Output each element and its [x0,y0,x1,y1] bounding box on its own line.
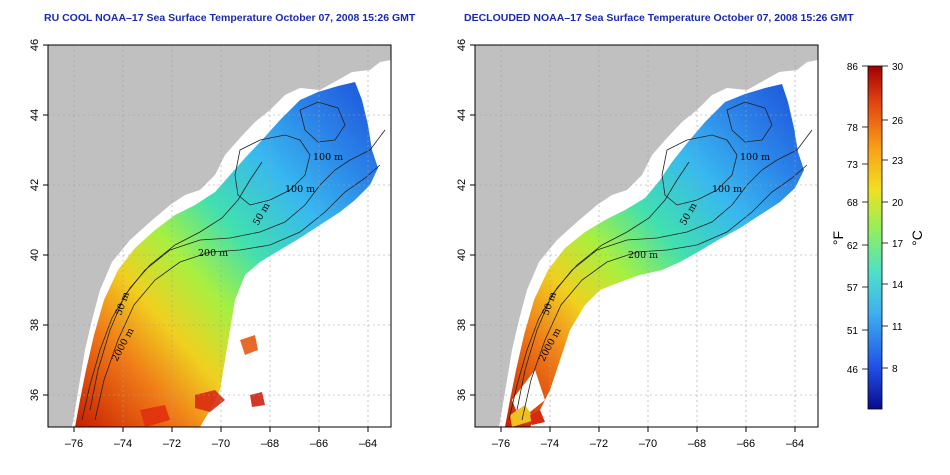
bathymetry-contours [508,101,813,421]
sst-field [505,84,804,427]
x-tick-label: –76 [492,438,510,450]
warm-patch [195,390,225,412]
y-tick-label: 42 [29,179,41,191]
warm-patch [240,335,258,355]
y-tick-label: 38 [456,319,468,331]
celsius-ticks: 30 26 23 20 17 14 11 8 [892,62,904,375]
y-tick-label: 44 [29,109,41,121]
right-y-axis-labels: 36 38 40 42 44 46 [456,39,468,401]
y-tick-label: 36 [456,389,468,401]
contour-label: 100 m [740,152,770,163]
x-tick-label: –68 [261,438,279,450]
colorbar-c-tick: 11 [892,322,903,333]
x-tick-label: –74 [541,438,559,450]
left-y-axis-labels: 36 38 40 42 44 46 [29,39,41,401]
warm-patch [140,405,170,427]
colorbar-c-tick: 8 [892,364,898,375]
x-tick-label: –72 [590,438,608,450]
colorbar-f-tick: 68 [847,198,859,209]
left-map-frame [47,44,392,428]
y-tick-label: 40 [29,249,41,261]
y-tick-label: 44 [456,109,468,121]
colorbar-f-tick: 51 [847,326,859,337]
x-tick-label: –68 [688,438,706,450]
colorbar-f-tick: 86 [847,62,859,73]
colorbar-f-tick: 73 [847,160,859,171]
colorbar: 86 78 73 68 62 57 51 46 30 26 23 20 17 1… [830,62,925,410]
right-panel-title: DECLOUDED NOAA–17 Sea Surface Temperatur… [464,12,854,24]
fahrenheit-ticks: 86 78 73 68 62 57 51 46 [847,62,859,376]
x-tick-label: –74 [114,438,132,450]
contour-label: 100 m [285,184,315,195]
sst-field [75,82,378,427]
land-mass [48,45,391,427]
nodata-gap [512,370,545,420]
x-tick-label: –66 [310,438,328,450]
contour-label: 100 m [313,152,343,163]
left-x-axis-labels: –76 –74 –72 –70 –68 –66 –64 [65,438,377,450]
land-mass [475,45,818,427]
y-tick-label: 46 [29,39,41,51]
colorbar-c-tick: 20 [892,198,904,209]
colorbar-f-tick: 57 [847,283,859,294]
right-map-panel: 100 m 100 m 50 m 200 m 50 m 2000 m [456,39,819,450]
y-tick-label: 46 [456,39,468,51]
x-tick-label: –64 [359,438,377,450]
colorbar-c-tick: 23 [892,156,904,167]
warm-patch [250,392,265,407]
colorbar-c-tick: 30 [892,62,904,73]
left-map-panel: 100 m 100 m 50 m 200 m 50 m 2000 m [29,39,392,450]
colorbar-c-tick: 14 [892,280,904,291]
x-tick-label: –70 [639,438,657,450]
colorbar-f-tick: 46 [847,365,859,376]
x-tick-label: –66 [737,438,755,450]
lat-lon-grid [475,45,818,427]
right-x-axis-labels: –76 –74 –72 –70 –68 –66 –64 [492,438,804,450]
x-tick-label: –64 [786,438,804,450]
warm-patch [530,410,545,425]
y-tick-label: 38 [29,319,41,331]
x-tick-label: –72 [163,438,181,450]
x-tick-label: –70 [212,438,230,450]
contour-label: 100 m [712,184,742,195]
x-tick-label: –76 [65,438,83,450]
y-tick-label: 42 [456,179,468,191]
colorbar-f-tick: 62 [847,241,859,252]
fahrenheit-unit-label: °F [830,231,846,245]
contour-label: 200 m [628,250,658,261]
celsius-unit-label: °C [909,230,925,246]
lat-lon-grid [48,45,391,427]
left-panel-title: RU COOL NOAA–17 Sea Surface Temperature … [44,12,416,24]
y-tick-label: 40 [456,249,468,261]
colorbar-f-tick: 78 [847,123,859,134]
y-tick-label: 36 [29,389,41,401]
colorbar-gradient [867,65,883,410]
colorbar-c-tick: 26 [892,116,904,127]
colorbar-c-tick: 17 [892,239,904,250]
bathymetry-contours [81,101,386,421]
right-map-frame [474,44,819,428]
contour-label: 200 m [198,248,228,259]
